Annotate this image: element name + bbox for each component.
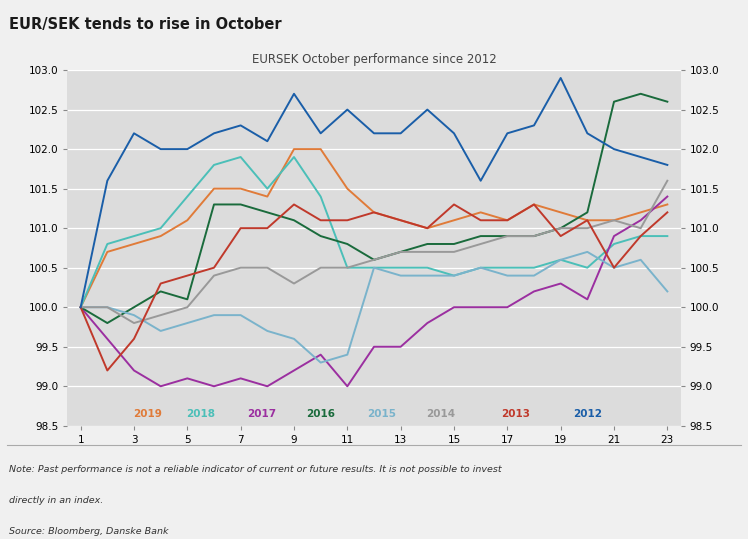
Title: EURSEK October performance since 2012: EURSEK October performance since 2012 [251,53,497,66]
Text: 2016: 2016 [306,410,335,419]
Text: EUR/SEK tends to rise in October: EUR/SEK tends to rise in October [9,17,281,32]
Text: directly in an index.: directly in an index. [9,496,103,505]
Text: 2018: 2018 [186,410,215,419]
Text: 2012: 2012 [573,410,602,419]
Text: Note: Past performance is not a reliable indicator of current or future results.: Note: Past performance is not a reliable… [9,465,502,474]
Text: 2014: 2014 [426,410,456,419]
Text: Source: Bloomberg, Danske Bank: Source: Bloomberg, Danske Bank [9,527,168,536]
Text: 2017: 2017 [248,410,277,419]
Text: 2013: 2013 [501,410,530,419]
Text: 2015: 2015 [367,410,396,419]
Text: 2019: 2019 [133,410,162,419]
